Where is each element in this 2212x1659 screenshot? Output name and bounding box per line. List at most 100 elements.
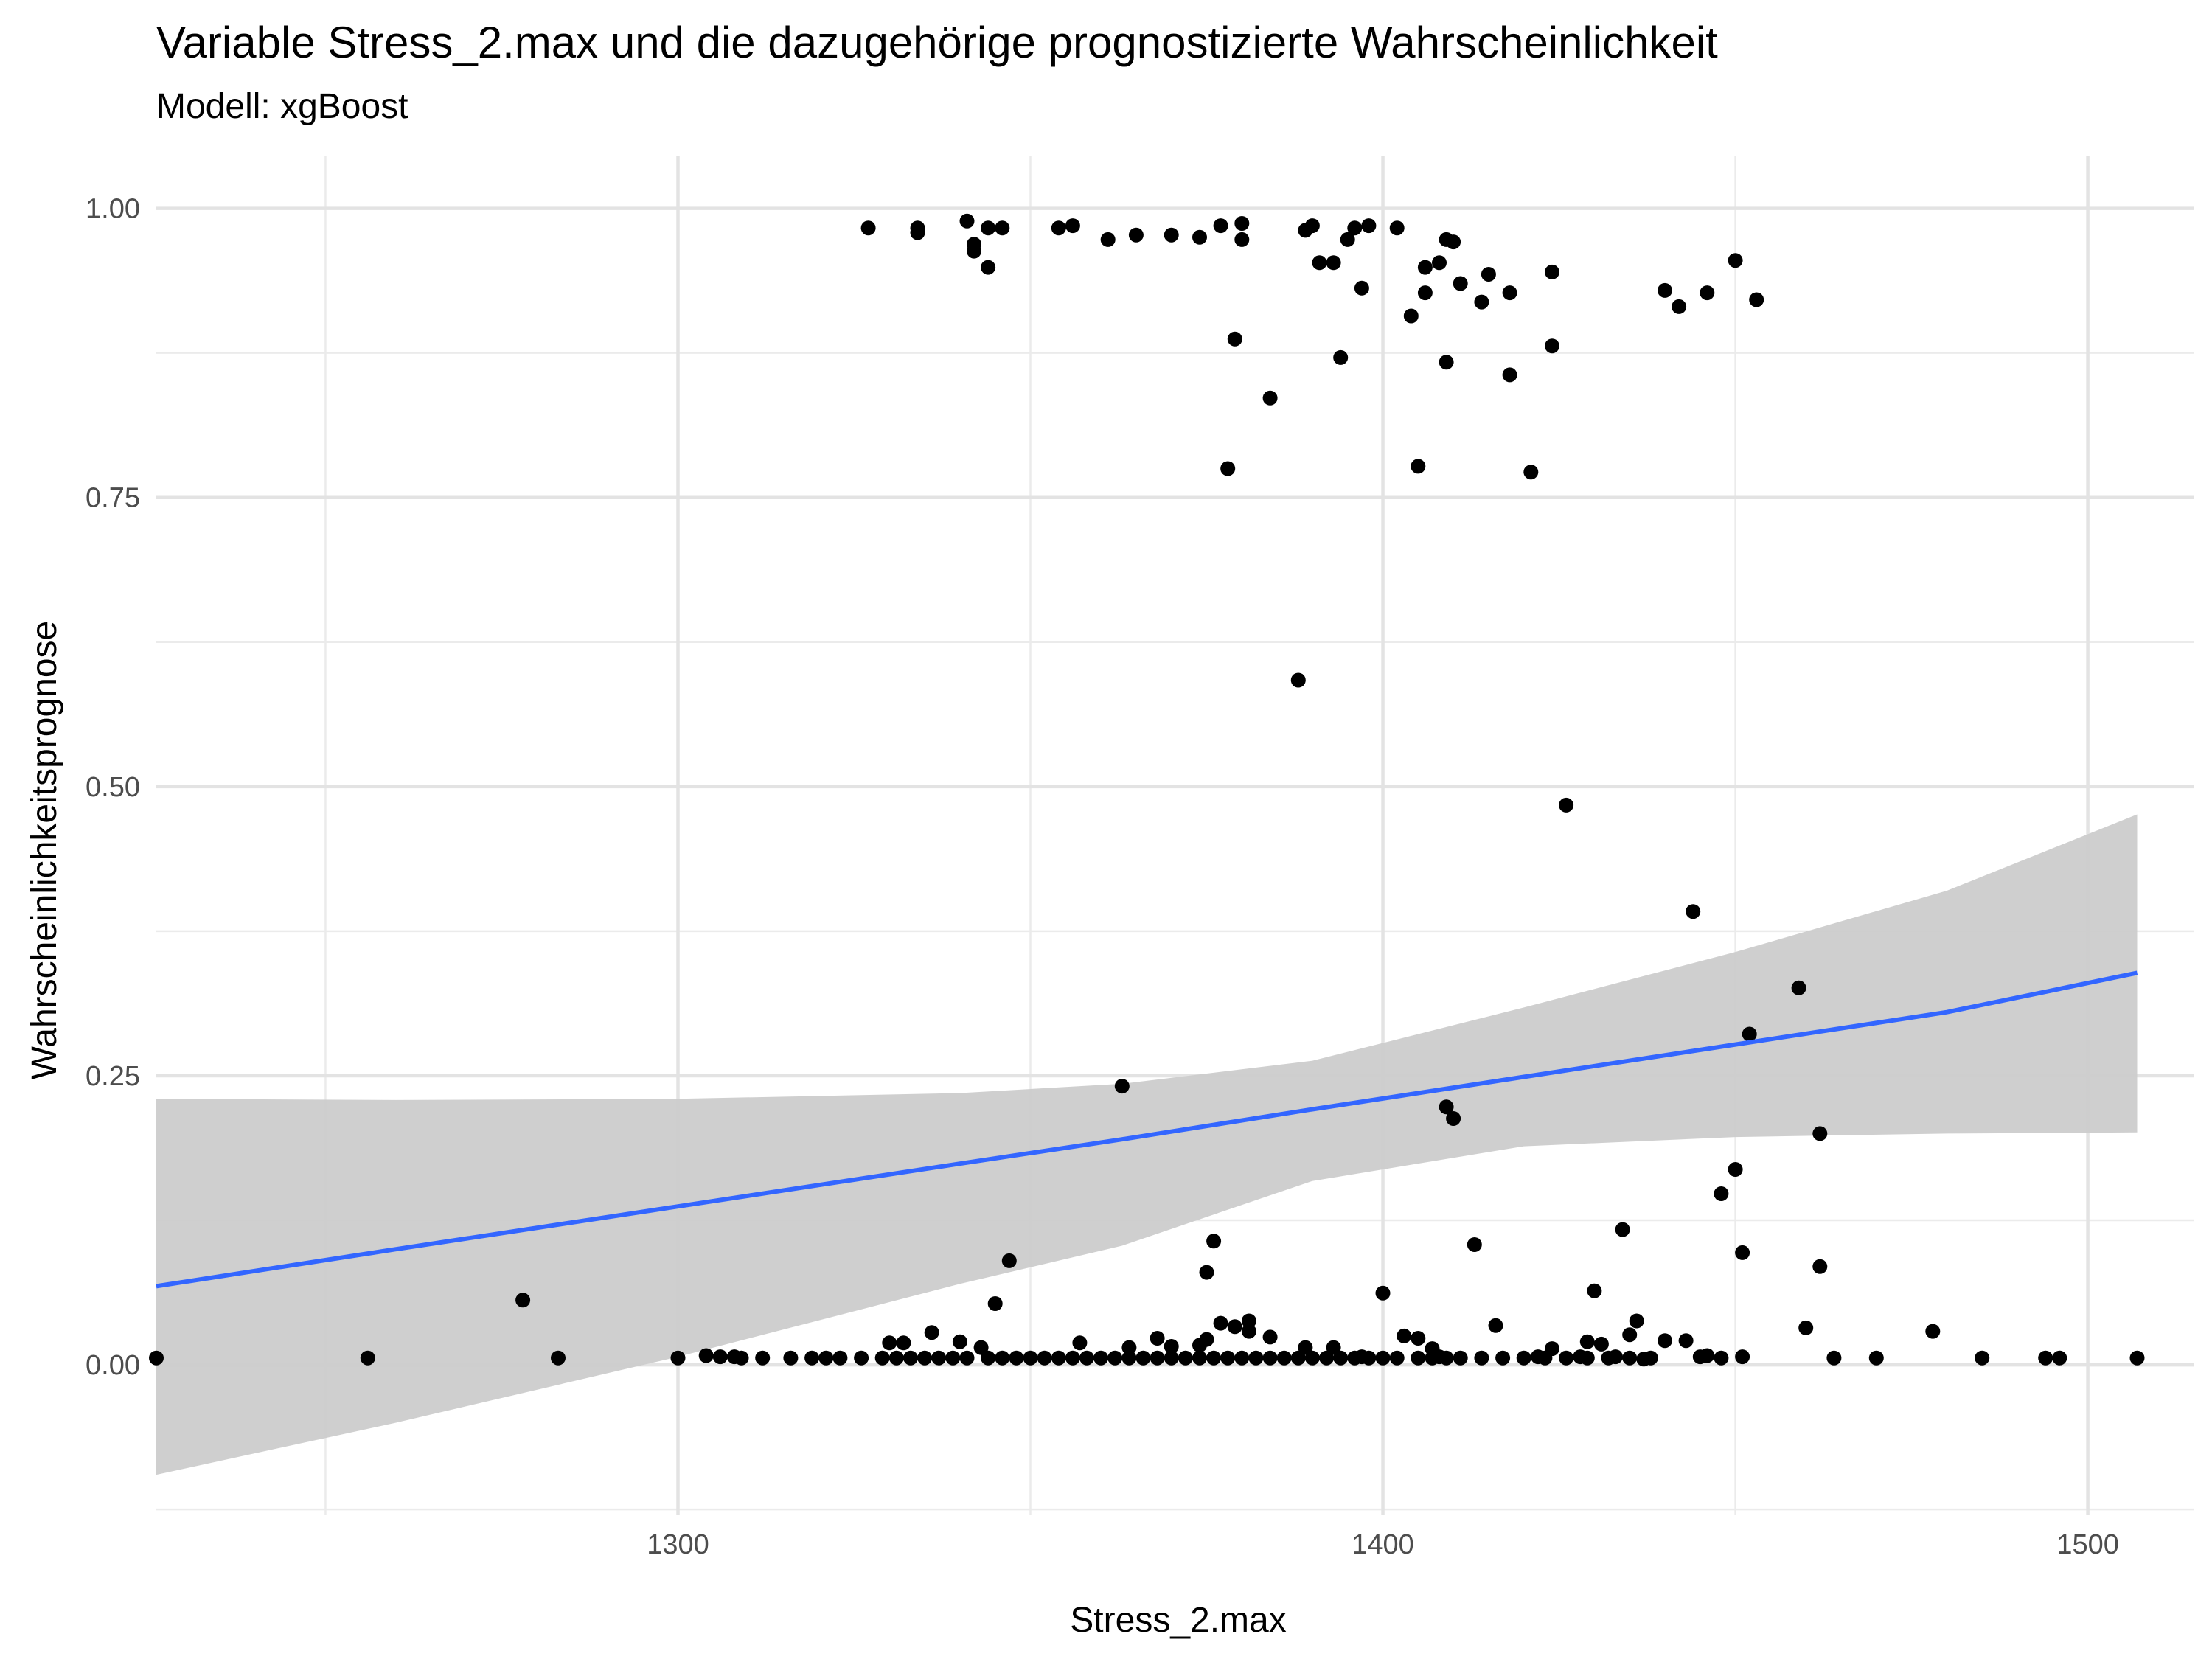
chart-title: Variable Stress_2.max und die dazugehöri… [156,18,1718,67]
data-point [1812,1259,1828,1274]
data-point [1361,218,1377,234]
data-point [1579,1334,1595,1349]
data-point [1375,1285,1391,1301]
data-point [1502,367,1517,383]
data-point [1742,1026,1757,1042]
data-point [995,1350,1010,1366]
confidence-band [156,814,2138,1475]
data-point [1234,1350,1250,1366]
data-point [1868,1350,1884,1366]
data-point [1178,1350,1193,1366]
data-point [1121,1350,1137,1366]
data-point [698,1348,714,1363]
data-point [1925,1324,1941,1339]
x-tick-label: 1500 [2056,1529,2119,1560]
data-point [832,1350,848,1366]
data-point [818,1350,834,1366]
data-point [854,1350,869,1366]
chart-subtitle: Modell: xgBoost [156,87,408,126]
x-axis-ticks: 1300 1400 1500 [647,1529,2119,1560]
data-point [1453,276,1468,291]
data-point [1700,285,1715,301]
data-point [1150,1331,1165,1346]
data-point [1593,1336,1609,1352]
data-point [1425,1350,1440,1366]
data-point [1220,461,1236,476]
data-point [360,1350,375,1366]
data-point [860,220,876,236]
data-point [1439,1099,1454,1115]
data-point [1304,218,1320,234]
data-point [1072,1335,1088,1351]
data-point [1298,1340,1313,1355]
data-point [1227,331,1242,347]
data-point [1389,220,1405,236]
data-points [149,213,2145,1367]
data-point [1051,220,1066,236]
data-point [981,1350,996,1366]
data-point [1728,1162,1743,1177]
data-point [1100,232,1116,247]
data-point [874,1350,890,1366]
data-point [1164,227,1179,243]
y-axis-title: Wahrscheinlichkeitsprognose [25,621,64,1080]
data-point [1009,1350,1024,1366]
data-point [995,220,1010,236]
data-point [149,1350,164,1366]
x-tick-label: 1300 [647,1529,709,1560]
data-point [1361,1350,1377,1366]
data-point [1735,1245,1750,1260]
data-point [1622,1350,1638,1366]
data-point [2129,1350,2145,1366]
data-point [1453,1350,1468,1366]
data-point [1375,1350,1391,1366]
data-point [917,1350,933,1366]
data-point [1227,1319,1242,1335]
data-point [1643,1350,1658,1366]
data-point [1192,229,1207,245]
data-point [952,1334,967,1349]
data-point [1220,1350,1236,1366]
data-point [1234,232,1250,247]
data-point [1199,1265,1214,1280]
data-point [1826,1350,1842,1366]
x-tick-label: 1400 [1352,1529,1414,1560]
data-point [945,1350,961,1366]
data-point [1700,1348,1715,1363]
data-point [804,1350,820,1366]
y-tick-label: 0.25 [86,1061,140,1092]
data-point [896,1335,911,1351]
data-point [1333,349,1349,365]
y-axis-ticks: 0.00 0.25 0.50 0.75 1.00 [86,194,140,1381]
data-point [1213,218,1228,234]
data-point [1587,1283,1602,1298]
data-point [1446,234,1461,250]
data-point [1537,1350,1553,1366]
data-point [783,1350,799,1366]
data-point [1749,292,1764,307]
x-axis-title: Stress_2.max [1070,1601,1286,1640]
data-point [910,225,925,240]
data-point [981,220,996,236]
data-point [1164,1350,1179,1366]
data-point [1164,1339,1179,1354]
data-point [1658,282,1672,298]
data-point [712,1349,728,1365]
data-point [1622,1327,1638,1343]
data-point [1121,1340,1137,1355]
data-point [1495,1350,1511,1366]
data-point [1319,1350,1335,1366]
data-point [1481,267,1496,282]
data-point [1065,218,1080,234]
data-point [1312,255,1327,271]
data-point [1192,1338,1207,1353]
data-point [1559,797,1574,813]
data-point [981,260,996,275]
regression-line [156,970,2138,1289]
data-point [1290,672,1306,688]
data-point [1107,1350,1123,1366]
data-point [1516,1350,1531,1366]
data-point [1114,1079,1130,1094]
data-point [1714,1350,1729,1366]
data-point [1206,1350,1222,1366]
